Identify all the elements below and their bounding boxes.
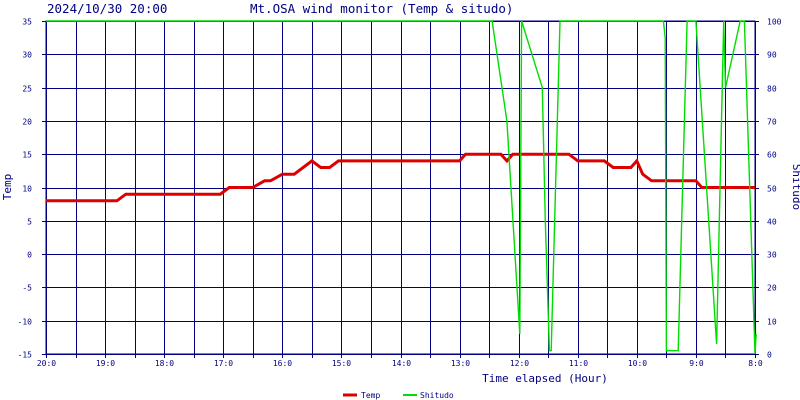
y-axis-label-left: Temp — [1, 174, 14, 201]
x-axis-label: Time elapsed (Hour) — [482, 372, 608, 385]
x-tick-label: 8:0 — [748, 359, 763, 368]
y-tick-label-right: 50 — [767, 185, 777, 194]
y-tick-label-left: -5 — [22, 284, 32, 293]
y-axis-label-right: Shitudo — [790, 164, 800, 210]
y-tick-label-right: 90 — [767, 51, 777, 60]
x-tick-label: 15:0 — [332, 359, 351, 368]
y-tick-label-left: 35 — [22, 18, 32, 27]
series-layer — [46, 20, 757, 355]
y-tick-label-left: 10 — [22, 185, 32, 194]
x-tick-label: 19:0 — [96, 359, 115, 368]
y-tick-label-right: 30 — [767, 251, 777, 260]
series-line-temp — [46, 152, 755, 203]
y-tick-label-right: 70 — [767, 118, 777, 127]
axes: 20:0 19:0 18:0 17:0 16:0 15:0 14:0 13:0 12:0 11:0… — [18, 18, 782, 369]
series-line-shitudo — [46, 20, 757, 355]
x-tick-label: 10:0 — [628, 359, 647, 368]
y-tick-label-right: 0 — [767, 351, 772, 360]
legend: Temp Shitudo — [343, 391, 454, 400]
chart-title: Mt.OSA wind monitor (Temp & situdo) — [250, 1, 513, 16]
y-tick-label-right: 10 — [767, 318, 777, 327]
y-tick-label-left: -10 — [18, 318, 33, 327]
legend-label-temp: Temp — [361, 391, 380, 400]
y-tick-label-right: 20 — [767, 284, 777, 293]
y-tick-label-right: 60 — [767, 151, 777, 160]
x-tick-label: 18:0 — [155, 359, 174, 368]
y-tick-label-left: 20 — [22, 118, 32, 127]
x-tick-label: 16:0 — [273, 359, 292, 368]
x-tick-label: 13:0 — [451, 359, 470, 368]
y-tick-label-right: 80 — [767, 85, 777, 94]
x-tick-label: 12:0 — [510, 359, 529, 368]
y-tick-label-left: 30 — [22, 51, 32, 60]
y-tick-label-left: 0 — [27, 251, 32, 260]
timestamp: 2024/10/30 20:00 — [47, 1, 167, 16]
series-temp — [46, 152, 755, 203]
x-tick-label: 17:0 — [214, 359, 233, 368]
legend-label-shitudo: Shitudo — [420, 391, 454, 400]
x-tick-label: 11:0 — [569, 359, 588, 368]
x-tick-label: 14:0 — [392, 359, 411, 368]
y-tick-label-left: 5 — [27, 218, 32, 227]
plot-frame — [45, 20, 756, 355]
x-tick-label: 20:0 — [37, 359, 56, 368]
y-tick-label-left: -15 — [18, 351, 33, 360]
series-shitudo — [46, 20, 757, 355]
y-tick-label-left: 25 — [22, 85, 32, 94]
x-tick-label: 9:0 — [689, 359, 704, 368]
y-tick-label-left: 15 — [22, 151, 32, 160]
y-tick-label-right: 40 — [767, 218, 777, 227]
grid — [45, 20, 756, 355]
y-tick-label-right: 100 — [767, 18, 782, 27]
